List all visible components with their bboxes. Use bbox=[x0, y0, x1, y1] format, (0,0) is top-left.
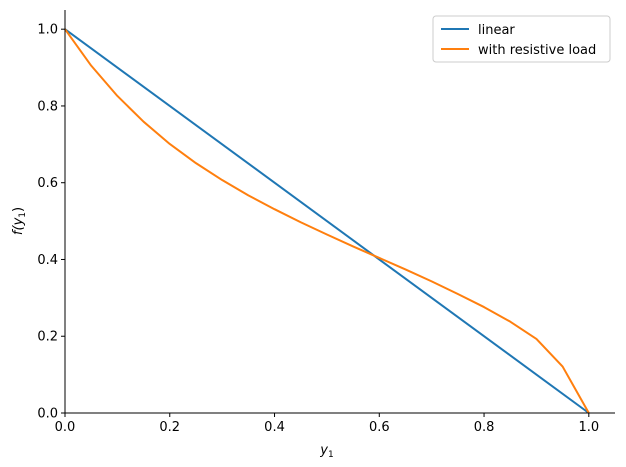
y-axis-label: f(y1) bbox=[11, 207, 28, 235]
axes: 0.0 0.2 0.4 0.6 0.8 1.0 0.0 0.2 0.4 0.6 0.8 1.0 bbox=[37, 10, 615, 435]
x-axis-label-subscript: 1 bbox=[328, 450, 334, 460]
y-axis-label-subscript: 1 bbox=[18, 212, 28, 218]
y-axis-label-var: y bbox=[11, 217, 26, 226]
x-tick-label: 0.8 bbox=[474, 420, 495, 435]
y-tick-label: 0.2 bbox=[37, 330, 58, 345]
x-axis-label-var: y bbox=[319, 443, 328, 458]
series-line-resistive-load bbox=[64, 28, 590, 414]
x-tick-label: 0.6 bbox=[369, 420, 390, 435]
y-axis-label-prefix: f( bbox=[11, 225, 26, 236]
x-tick-label: 0.2 bbox=[159, 420, 180, 435]
y-tick-label: 1.0 bbox=[37, 23, 58, 38]
series-line-linear bbox=[64, 28, 590, 414]
legend-label-linear: linear bbox=[478, 23, 515, 38]
y-tick-label: 0.6 bbox=[37, 176, 58, 191]
x-axis-label: y1 bbox=[319, 443, 333, 460]
legend: linear with resistive load bbox=[432, 15, 611, 63]
y-tick-label: 0.8 bbox=[37, 99, 58, 114]
x-tick-label: 0.4 bbox=[264, 420, 285, 435]
y-tick-label: 0.0 bbox=[37, 407, 58, 422]
y-axis-label-suffix: ) bbox=[11, 207, 26, 212]
y-tick-label: 0.4 bbox=[37, 253, 58, 268]
legend-label-resistive-load: with resistive load bbox=[478, 43, 596, 58]
legend-frame bbox=[432, 15, 611, 63]
x-tick-label: 1.0 bbox=[578, 420, 599, 435]
plot-area bbox=[64, 28, 590, 414]
x-tick-label: 0.0 bbox=[55, 420, 76, 435]
